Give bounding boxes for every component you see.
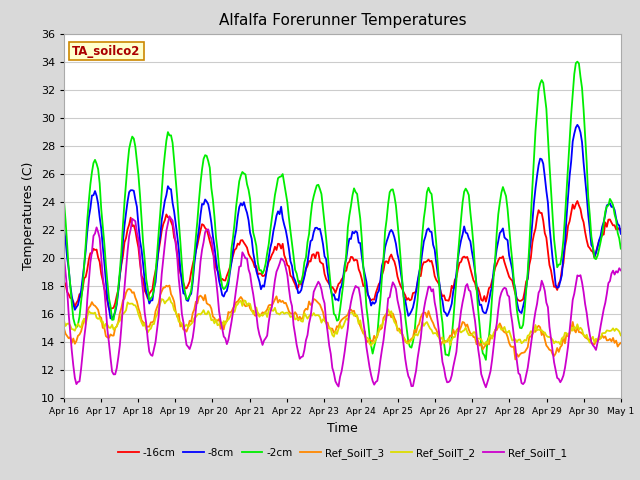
Ref_SoilT_1 <box>589 342 596 348</box>
-8cm <box>228 260 236 265</box>
Ref_SoilT_1 <box>255 332 263 337</box>
Ref_SoilT_1 <box>60 253 68 259</box>
Ref_SoilT_3 <box>246 305 254 311</box>
Ref_SoilT_1 <box>166 214 173 219</box>
-16cm <box>255 271 263 276</box>
-2cm <box>303 240 311 245</box>
-8cm <box>130 188 138 193</box>
-8cm <box>617 231 625 237</box>
Ref_SoilT_1 <box>305 321 313 326</box>
-2cm <box>589 243 596 249</box>
Ref_SoilT_3 <box>166 283 173 288</box>
-2cm <box>573 59 581 64</box>
Text: TA_soilco2: TA_soilco2 <box>72 45 141 58</box>
Ref_SoilT_3 <box>129 290 136 296</box>
Ref_SoilT_2 <box>255 314 263 320</box>
-2cm <box>254 260 262 266</box>
Ref_SoilT_1 <box>129 216 136 222</box>
-2cm <box>226 266 234 272</box>
-8cm <box>60 226 68 232</box>
Ref_SoilT_3 <box>255 312 263 318</box>
-16cm <box>589 249 596 255</box>
Ref_SoilT_1 <box>246 271 254 277</box>
-2cm <box>60 198 68 204</box>
Ref_SoilT_3 <box>589 341 596 347</box>
-8cm <box>589 245 596 251</box>
-16cm <box>246 254 254 260</box>
Ref_SoilT_2 <box>367 343 375 348</box>
Line: -16cm: -16cm <box>64 201 621 309</box>
Ref_SoilT_3 <box>511 357 519 362</box>
-8cm <box>255 279 263 285</box>
Ref_SoilT_1 <box>482 384 490 390</box>
Y-axis label: Temperatures (C): Temperatures (C) <box>22 162 35 270</box>
Ref_SoilT_2 <box>589 334 596 340</box>
Line: Ref_SoilT_2: Ref_SoilT_2 <box>64 297 621 346</box>
-16cm <box>305 258 313 264</box>
Ref_SoilT_3 <box>228 309 236 314</box>
-16cm <box>228 259 236 264</box>
-8cm <box>573 122 581 128</box>
Ref_SoilT_2 <box>60 318 68 324</box>
-8cm <box>305 248 313 254</box>
Line: -8cm: -8cm <box>64 125 621 318</box>
Ref_SoilT_3 <box>60 325 68 331</box>
-2cm <box>244 187 252 193</box>
-16cm <box>105 306 113 312</box>
Ref_SoilT_3 <box>305 299 313 304</box>
Legend: -16cm, -8cm, -2cm, Ref_SoilT_3, Ref_SoilT_2, Ref_SoilT_1: -16cm, -8cm, -2cm, Ref_SoilT_3, Ref_Soil… <box>114 444 571 463</box>
-16cm <box>130 222 138 228</box>
Ref_SoilT_2 <box>246 301 254 307</box>
-8cm <box>246 230 254 236</box>
Ref_SoilT_2 <box>228 311 236 317</box>
-2cm <box>617 246 625 252</box>
Ref_SoilT_2 <box>617 333 625 338</box>
Line: -2cm: -2cm <box>64 61 621 360</box>
X-axis label: Time: Time <box>327 422 358 435</box>
Ref_SoilT_2 <box>305 313 313 319</box>
Ref_SoilT_3 <box>617 340 625 346</box>
-2cm <box>482 357 490 363</box>
Line: Ref_SoilT_1: Ref_SoilT_1 <box>64 216 621 387</box>
Title: Alfalfa Forerunner Temperatures: Alfalfa Forerunner Temperatures <box>219 13 466 28</box>
-16cm <box>573 198 581 204</box>
Ref_SoilT_2 <box>166 294 173 300</box>
-16cm <box>60 279 68 285</box>
-16cm <box>617 226 625 232</box>
Ref_SoilT_1 <box>228 319 236 325</box>
-8cm <box>108 315 116 321</box>
-2cm <box>129 134 136 140</box>
Line: Ref_SoilT_3: Ref_SoilT_3 <box>64 286 621 360</box>
Ref_SoilT_1 <box>617 267 625 273</box>
Ref_SoilT_2 <box>129 300 136 306</box>
